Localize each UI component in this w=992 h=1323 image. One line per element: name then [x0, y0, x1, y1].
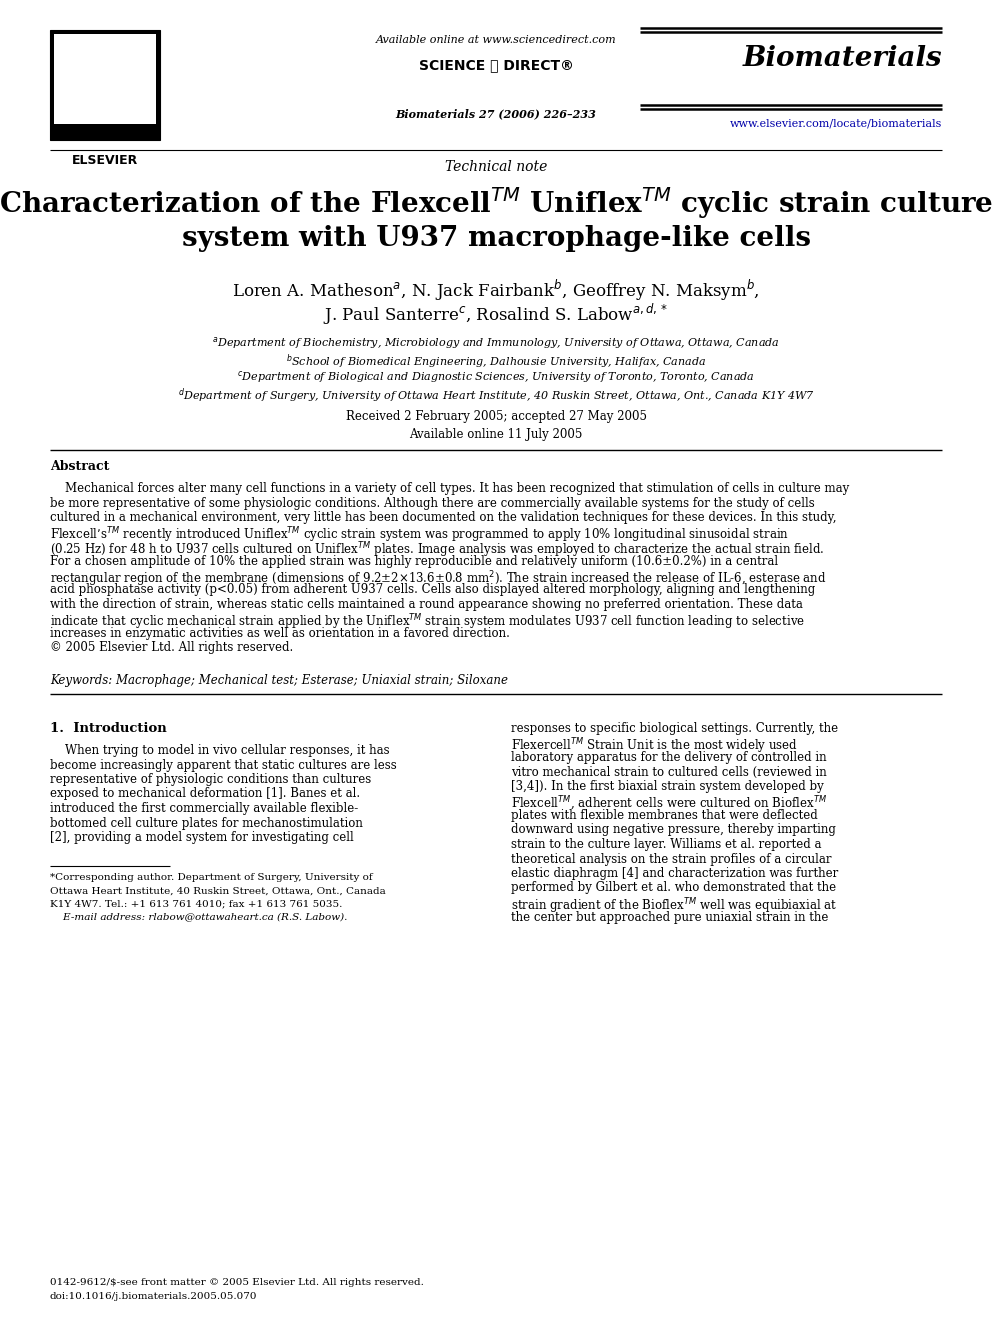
- Text: Keywords: Macrophage; Mechanical test; Esterase; Uniaxial strain; Siloxane: Keywords: Macrophage; Mechanical test; E…: [50, 673, 508, 687]
- Text: Technical note: Technical note: [444, 160, 548, 175]
- Text: performed by Gilbert et al. who demonstrated that the: performed by Gilbert et al. who demonstr…: [511, 881, 836, 894]
- Text: E-mail address: rlabow@ottawaheart.ca (R.S. Labow).: E-mail address: rlabow@ottawaheart.ca (R…: [50, 913, 347, 922]
- Text: theoretical analysis on the strain profiles of a circular: theoretical analysis on the strain profi…: [511, 852, 831, 865]
- Text: Loren A. Matheson$^{a}$, N. Jack Fairbank$^{b}$, Geoffrey N. Maksym$^{b}$,: Loren A. Matheson$^{a}$, N. Jack Fairban…: [232, 278, 760, 303]
- Text: increases in enzymatic activities as well as orientation in a favored direction.: increases in enzymatic activities as wel…: [50, 627, 510, 640]
- Text: doi:10.1016/j.biomaterials.2005.05.070: doi:10.1016/j.biomaterials.2005.05.070: [50, 1293, 258, 1301]
- Bar: [50, 30, 160, 140]
- Text: be more representative of some physiologic conditions. Although there are commer: be more representative of some physiolog…: [50, 496, 814, 509]
- Text: indicate that cyclic mechanical strain applied by the Uniflex$^{TM}$ strain syst: indicate that cyclic mechanical strain a…: [50, 613, 806, 632]
- Text: Flexcell$^{TM}$, adherent cells were cultured on Bioflex$^{TM}$: Flexcell$^{TM}$, adherent cells were cul…: [511, 795, 827, 812]
- Text: responses to specific biological settings. Currently, the: responses to specific biological setting…: [511, 722, 838, 736]
- Text: cultured in a mechanical environment, very little has been documented on the val: cultured in a mechanical environment, ve…: [50, 511, 836, 524]
- Text: SCIENCE ⓓ DIRECT®: SCIENCE ⓓ DIRECT®: [419, 58, 573, 71]
- Text: ELSEVIER: ELSEVIER: [71, 153, 138, 167]
- Text: bottomed cell culture plates for mechanostimulation: bottomed cell culture plates for mechano…: [50, 816, 363, 830]
- Text: Flexercell$^{TM}$ Strain Unit is the most widely used: Flexercell$^{TM}$ Strain Unit is the mos…: [511, 737, 798, 757]
- Text: exposed to mechanical deformation [1]. Banes et al.: exposed to mechanical deformation [1]. B…: [50, 787, 360, 800]
- Text: Flexcell’s$^{TM}$ recently introduced Uniflex$^{TM}$ cyclic strain system was pr: Flexcell’s$^{TM}$ recently introduced Un…: [50, 525, 789, 545]
- Text: vitro mechanical strain to cultured cells (reviewed in: vitro mechanical strain to cultured cell…: [511, 766, 826, 778]
- Text: 1.  Introduction: 1. Introduction: [50, 722, 167, 736]
- Text: system with U937 macrophage-like cells: system with U937 macrophage-like cells: [182, 225, 810, 251]
- Bar: [54, 34, 156, 124]
- Text: $^{d}$Department of Surgery, University of Ottawa Heart Institute, 40 Ruskin Str: $^{d}$Department of Surgery, University …: [178, 386, 814, 405]
- Text: the center but approached pure uniaxial strain in the: the center but approached pure uniaxial …: [511, 910, 828, 923]
- Text: 0142-9612/$-see front matter © 2005 Elsevier Ltd. All rights reserved.: 0142-9612/$-see front matter © 2005 Else…: [50, 1278, 424, 1287]
- Text: strain gradient of the Bioflex$^{TM}$ well was equibiaxial at: strain gradient of the Bioflex$^{TM}$ we…: [511, 896, 837, 916]
- Text: strain to the culture layer. Williams et al. reported a: strain to the culture layer. Williams et…: [511, 837, 821, 851]
- Text: laboratory apparatus for the delivery of controlled in: laboratory apparatus for the delivery of…: [511, 751, 826, 763]
- Text: [2], providing a model system for investigating cell: [2], providing a model system for invest…: [50, 831, 354, 844]
- Text: Abstract: Abstract: [50, 460, 109, 474]
- Text: Mechanical forces alter many cell functions in a variety of cell types. It has b: Mechanical forces alter many cell functi…: [50, 482, 849, 495]
- Text: plates with flexible membranes that were deflected: plates with flexible membranes that were…: [511, 808, 817, 822]
- Text: acid phosphatase activity (p<0.05) from adherent U937 cells. Cells also displaye: acid phosphatase activity (p<0.05) from …: [50, 583, 815, 597]
- Text: Biomaterials: Biomaterials: [742, 45, 942, 71]
- Text: Biomaterials 27 (2006) 226–233: Biomaterials 27 (2006) 226–233: [396, 108, 596, 119]
- Text: Available online 11 July 2005: Available online 11 July 2005: [410, 429, 582, 441]
- Text: Received 2 February 2005; accepted 27 May 2005: Received 2 February 2005; accepted 27 Ma…: [345, 410, 647, 423]
- Text: downward using negative pressure, thereby imparting: downward using negative pressure, thereb…: [511, 823, 836, 836]
- Text: become increasingly apparent that static cultures are less: become increasingly apparent that static…: [50, 758, 397, 771]
- Text: When trying to model in vivo cellular responses, it has: When trying to model in vivo cellular re…: [50, 744, 390, 757]
- Text: (0.25 Hz) for 48 h to U937 cells cultured on Uniflex$^{TM}$ plates. Image analys: (0.25 Hz) for 48 h to U937 cells culture…: [50, 540, 824, 560]
- Text: $^{a}$Department of Biochemistry, Microbiology and Immunology, University of Ott: $^{a}$Department of Biochemistry, Microb…: [212, 335, 780, 351]
- Text: Characterization of the Flexcell$^{TM}$ Uniflex$^{TM}$ cyclic strain culture: Characterization of the Flexcell$^{TM}$ …: [0, 185, 992, 221]
- Text: elastic diaphragm [4] and characterization was further: elastic diaphragm [4] and characterizati…: [511, 867, 838, 880]
- Text: $^{c}$Department of Biological and Diagnostic Sciences, University of Toronto, T: $^{c}$Department of Biological and Diagn…: [237, 369, 755, 385]
- Text: J. Paul Santerre$^{c}$, Rosalind S. Labow$^{a,d,*}$: J. Paul Santerre$^{c}$, Rosalind S. Labo…: [323, 302, 669, 327]
- Text: Ottawa Heart Institute, 40 Ruskin Street, Ottawa, Ont., Canada: Ottawa Heart Institute, 40 Ruskin Street…: [50, 886, 386, 896]
- Text: $^{b}$School of Biomedical Engineering, Dalhousie University, Halifax, Canada: $^{b}$School of Biomedical Engineering, …: [286, 352, 706, 370]
- Text: introduced the first commercially available flexible-: introduced the first commercially availa…: [50, 802, 358, 815]
- Text: For a chosen amplitude of 10% the applied strain was highly reproducible and rel: For a chosen amplitude of 10% the applie…: [50, 554, 778, 568]
- Text: representative of physiologic conditions than cultures: representative of physiologic conditions…: [50, 773, 371, 786]
- Text: [3,4]). In the first biaxial strain system developed by: [3,4]). In the first biaxial strain syst…: [511, 781, 823, 792]
- Text: *Corresponding author. Department of Surgery, University of: *Corresponding author. Department of Sur…: [50, 873, 373, 882]
- Text: Available online at www.sciencedirect.com: Available online at www.sciencedirect.co…: [376, 34, 616, 45]
- Text: with the direction of strain, whereas static cells maintained a round appearance: with the direction of strain, whereas st…: [50, 598, 803, 611]
- Text: © 2005 Elsevier Ltd. All rights reserved.: © 2005 Elsevier Ltd. All rights reserved…: [50, 642, 294, 655]
- Text: K1Y 4W7. Tel.: +1 613 761 4010; fax +1 613 761 5035.: K1Y 4W7. Tel.: +1 613 761 4010; fax +1 6…: [50, 900, 342, 909]
- Text: www.elsevier.com/locate/biomaterials: www.elsevier.com/locate/biomaterials: [730, 118, 942, 128]
- Text: rectangular region of the membrane (dimensions of 9.2±2×13.6±0.8 mm$^{2}$). The : rectangular region of the membrane (dime…: [50, 569, 826, 589]
